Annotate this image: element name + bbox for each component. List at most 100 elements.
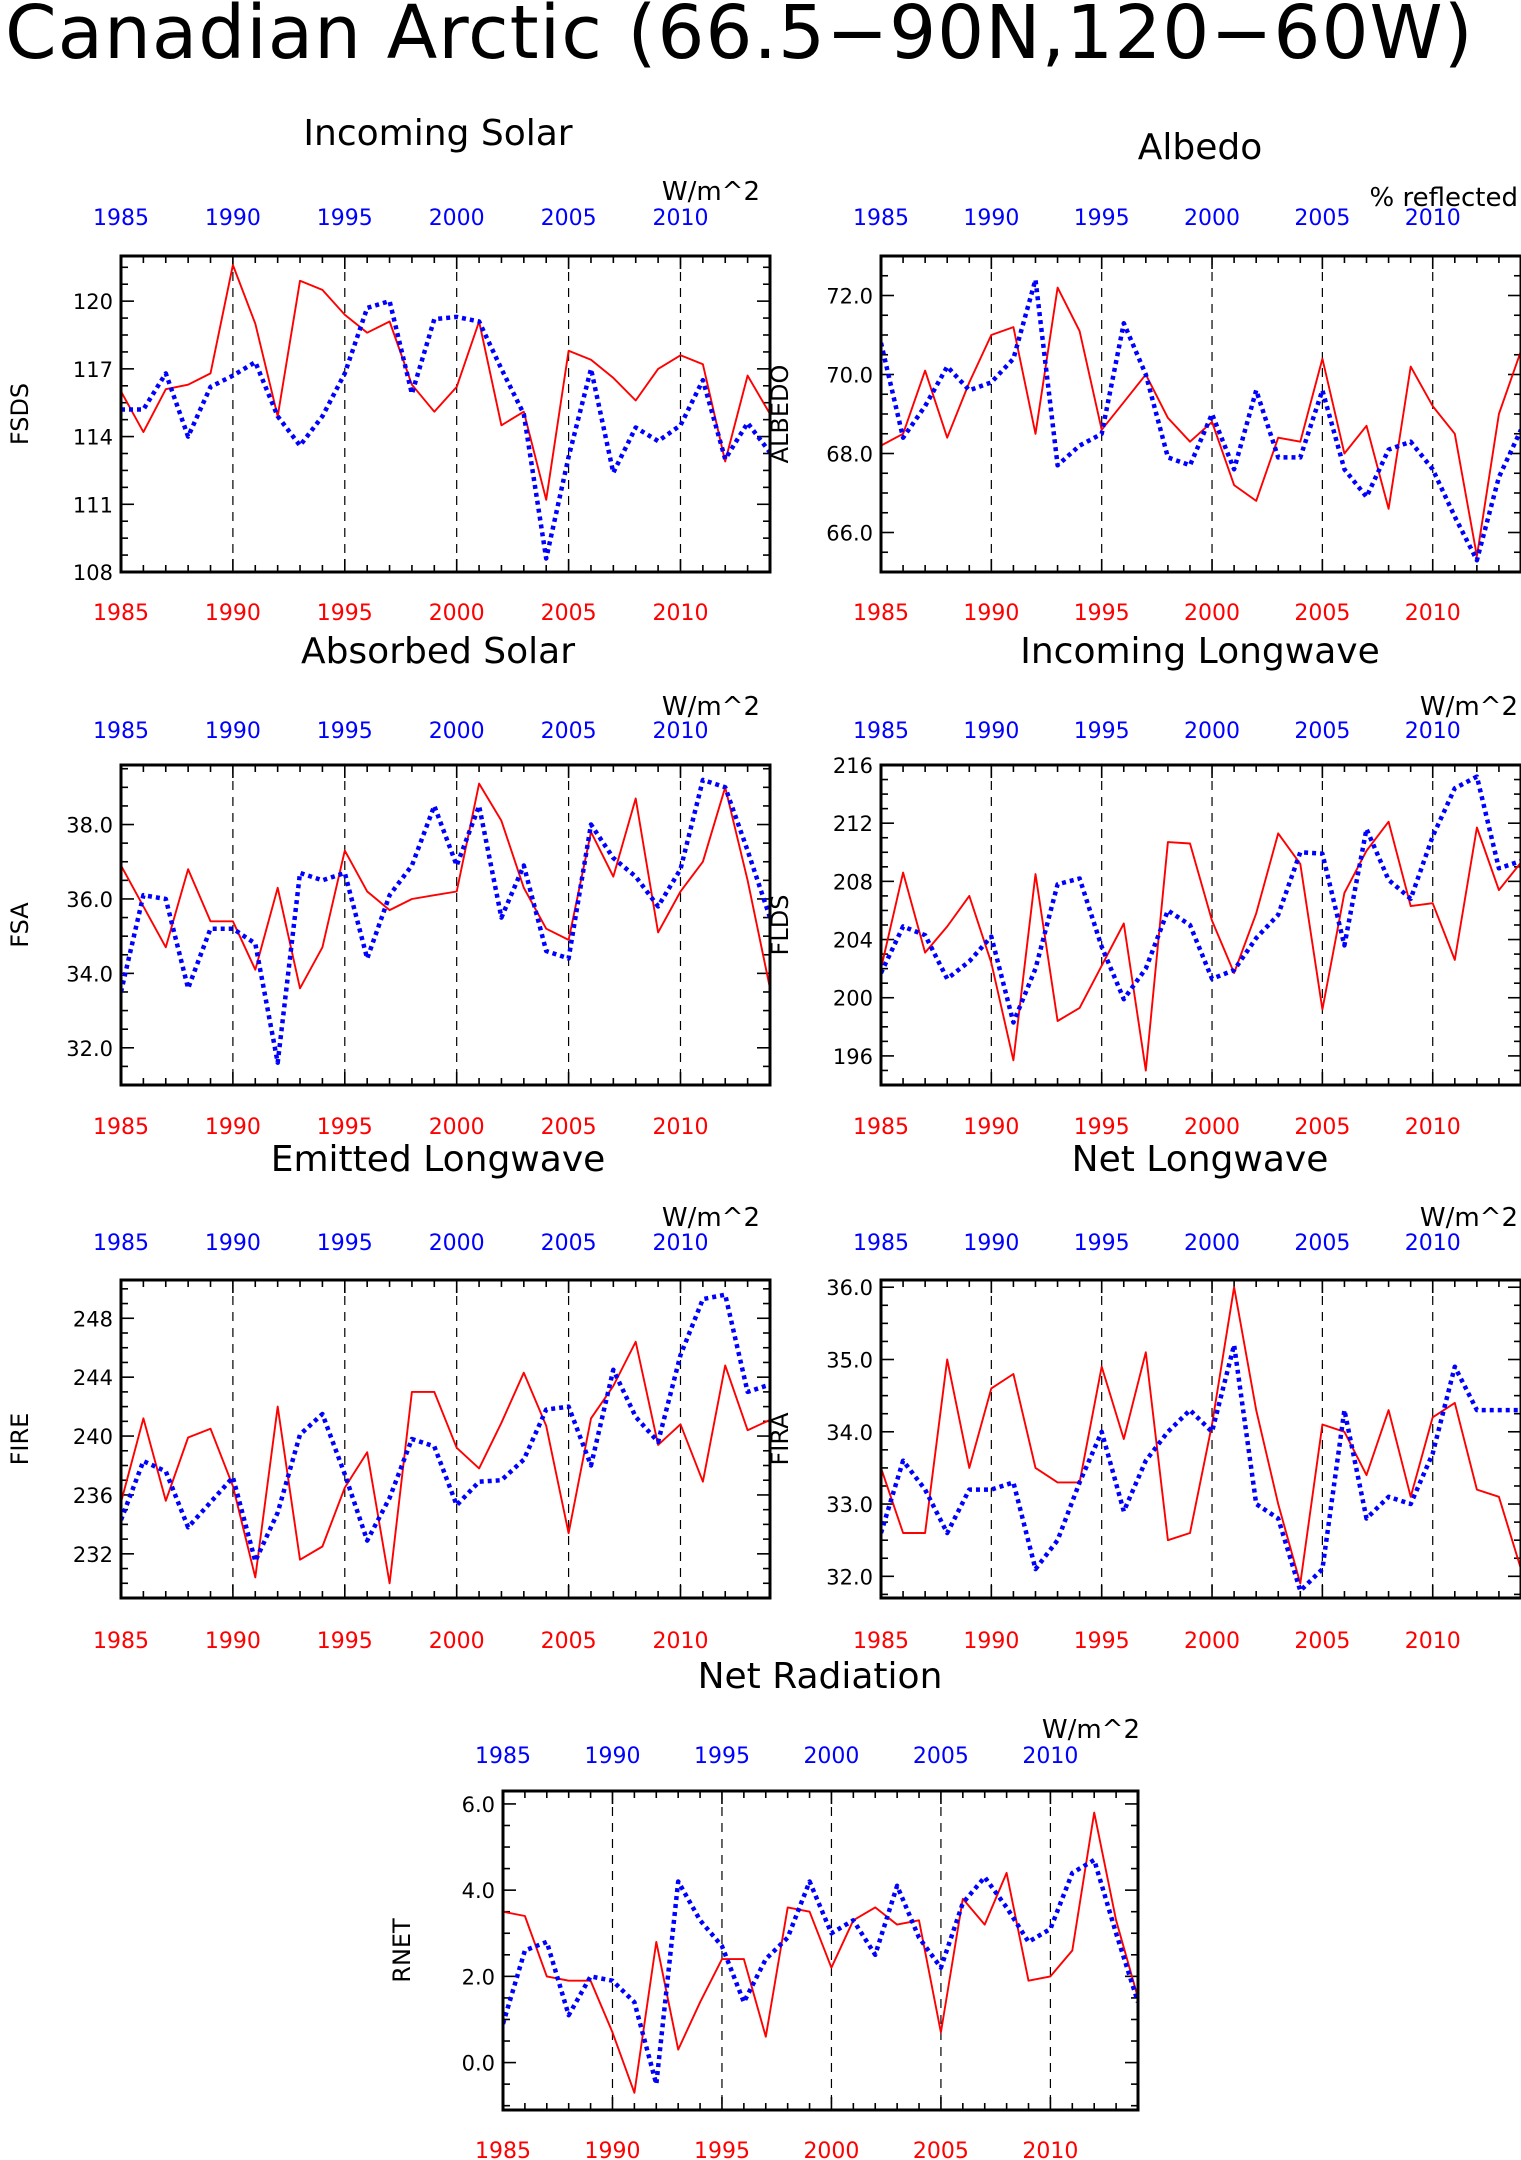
x-tick-label-top: 2000: [429, 1231, 485, 1256]
y-tick-label: 204: [833, 929, 873, 953]
x-tick-label-top: 2005: [1294, 719, 1350, 744]
x-tick-label-bottom: 2005: [541, 1629, 597, 1654]
x-tick-label-top: 2000: [429, 719, 485, 744]
y-tick-label: 34.0: [66, 962, 113, 986]
x-tick-label-top: 1995: [317, 206, 373, 231]
panel-fira: Net Longwave W/m^2 FIRA 32.0 33.0 34.0 35.0 36.…: [766, 1139, 1521, 1654]
y-tick-label: 120: [73, 290, 113, 314]
x-tick-label-bottom: 1990: [205, 1115, 261, 1140]
x-tick-label-top: 1995: [317, 719, 373, 744]
x-tick-label-top: 1990: [205, 1231, 261, 1256]
figure: Canadian Arctic (66.5−90N,120−60W) Incom…: [0, 0, 1521, 2160]
y-tick-label: 33.0: [826, 1493, 873, 1517]
x-tick-label-bottom: 1995: [1074, 1115, 1130, 1140]
plot-frame: [881, 256, 1521, 572]
x-tick-label-top: 1990: [205, 206, 261, 231]
x-tick-label-bottom: 2010: [652, 601, 708, 626]
units-label: W/m^2: [1042, 1715, 1140, 1745]
x-tick-label-bottom: 2000: [1184, 1629, 1240, 1654]
x-tick-label-top: 1985: [475, 1744, 531, 1769]
x-tick-label-bottom: 2010: [1405, 601, 1461, 626]
x-tick-label-top: 1985: [93, 206, 149, 231]
x-tick-label-bottom: 2010: [1405, 1115, 1461, 1140]
x-tick-label-top: 1995: [694, 1744, 750, 1769]
x-tick-label-bottom: 2000: [1184, 1115, 1240, 1140]
x-tick-label-top: 2005: [541, 719, 597, 744]
panel-title: Incoming Solar: [303, 113, 572, 154]
series-line-red-solid: [881, 1287, 1521, 1583]
y-tick-label: 111: [73, 493, 113, 517]
y-axis-label: ALBEDO: [766, 365, 794, 464]
y-tick-label: 70.0: [826, 364, 873, 388]
x-tick-label-top: 2005: [1294, 1231, 1350, 1256]
x-tick-label-top: 1985: [853, 719, 909, 744]
x-tick-label-top: 1995: [1074, 206, 1130, 231]
y-tick-label: 6.0: [462, 1793, 495, 1817]
y-tick-label: 4.0: [462, 1879, 495, 1903]
x-tick-label-bottom: 2000: [429, 1115, 485, 1140]
panels: Incoming Solar W/m^2 FSDS 108 111 114 117 120 19…: [6, 113, 1521, 2160]
x-tick-label-bottom: 2010: [652, 1115, 708, 1140]
plot-frame: [503, 1791, 1138, 2110]
y-tick-label: 32.0: [66, 1037, 113, 1061]
x-tick-label-bottom: 2000: [803, 2139, 859, 2160]
series-line-blue-dotted: [503, 1860, 1138, 2084]
y-axis-label: FIRE: [6, 1413, 34, 1466]
x-tick-label-top: 2005: [541, 206, 597, 231]
plot-frame: [881, 765, 1521, 1085]
y-tick-label: 200: [833, 987, 873, 1011]
x-tick-label-bottom: 1995: [317, 1629, 373, 1654]
units-label: W/m^2: [1420, 1203, 1518, 1233]
y-tick-label: 232: [73, 1543, 113, 1567]
x-tick-label-bottom: 1985: [93, 1629, 149, 1654]
x-tick-label-top: 1995: [1074, 719, 1130, 744]
y-axis-label: RNET: [388, 1918, 416, 1983]
y-tick-label: 34.0: [826, 1421, 873, 1445]
x-tick-label-top: 1990: [205, 719, 261, 744]
x-tick-label-bottom: 2005: [913, 2139, 969, 2160]
y-tick-label: 0.0: [462, 2052, 495, 2076]
x-tick-label-top: 2010: [652, 719, 708, 744]
y-axis-label: FIRA: [766, 1412, 794, 1466]
x-tick-label-bottom: 1990: [205, 601, 261, 626]
y-tick-label: 72.0: [826, 285, 873, 309]
x-tick-label-bottom: 2005: [1294, 1629, 1350, 1654]
x-tick-label-top: 2010: [1405, 1231, 1461, 1256]
x-tick-label-bottom: 1990: [963, 1629, 1019, 1654]
x-tick-label-top: 1990: [963, 719, 1019, 744]
x-tick-label-bottom: 2005: [541, 601, 597, 626]
series-line-blue-dotted: [881, 1345, 1521, 1591]
y-tick-label: 2.0: [462, 1965, 495, 1989]
panel-title: Incoming Longwave: [1020, 631, 1380, 672]
x-tick-label-top: 2005: [541, 1231, 597, 1256]
x-tick-label-top: 2005: [913, 1744, 969, 1769]
y-tick-label: 117: [73, 358, 113, 382]
y-tick-label: 66.0: [826, 522, 873, 546]
y-tick-label: 114: [73, 426, 113, 450]
x-tick-label-top: 2000: [1184, 719, 1240, 744]
x-tick-label-top: 1985: [93, 719, 149, 744]
y-axis-label: FSDS: [6, 383, 34, 445]
x-tick-label-top: 2000: [803, 1744, 859, 1769]
x-tick-label-bottom: 2005: [1294, 601, 1350, 626]
y-tick-label: 216: [833, 754, 873, 778]
x-tick-label-top: 2010: [652, 206, 708, 231]
panel-albedo: Albedo % reflected ALBEDO 66.0 68.0 70.0 72.0 1…: [766, 127, 1521, 626]
series-line-blue-dotted: [121, 1295, 770, 1562]
units-label: W/m^2: [662, 177, 760, 207]
y-tick-label: 35.0: [826, 1349, 873, 1373]
x-tick-label-top: 2010: [1405, 719, 1461, 744]
figure-title: Canadian Arctic (66.5−90N,120−60W): [5, 0, 1474, 76]
x-tick-label-top: 2010: [1405, 206, 1461, 231]
x-tick-label-bottom: 2010: [652, 1629, 708, 1654]
x-tick-label-bottom: 1985: [853, 601, 909, 626]
plot-frame: [121, 256, 770, 572]
series-line-blue-dotted: [881, 280, 1521, 561]
x-tick-label-top: 1990: [963, 206, 1019, 231]
x-tick-label-top: 2010: [652, 1231, 708, 1256]
x-tick-label-bottom: 2000: [429, 601, 485, 626]
x-tick-label-bottom: 1990: [963, 1115, 1019, 1140]
y-tick-label: 244: [73, 1366, 113, 1390]
plot-frame: [121, 765, 770, 1085]
panel-fire: Emitted LongwaveW/m^2FIRE232236240244248…: [6, 1139, 770, 1654]
